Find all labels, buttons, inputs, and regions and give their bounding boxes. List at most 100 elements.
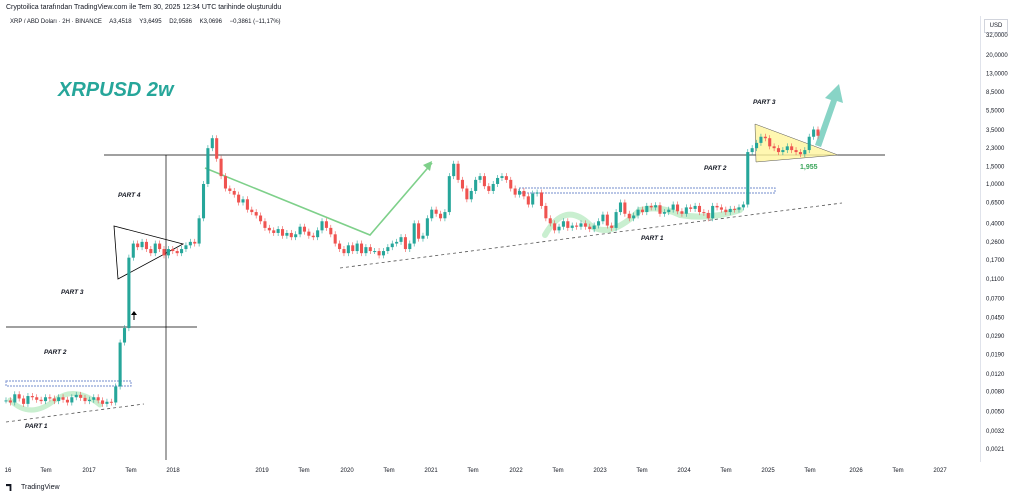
x-tick-label: 2024 xyxy=(677,468,691,474)
candle-body xyxy=(737,207,741,210)
candle-body xyxy=(320,221,324,231)
candle-body xyxy=(553,223,557,231)
candle-body xyxy=(48,397,52,399)
candle-body xyxy=(601,214,605,222)
candle-body xyxy=(228,188,232,191)
y-tick-label: 0,2600 xyxy=(986,240,1005,246)
candle-body xyxy=(254,212,258,216)
candle-body xyxy=(689,207,693,209)
candle-body xyxy=(193,241,197,244)
candle-body xyxy=(302,226,307,232)
candle-body xyxy=(131,243,135,258)
candle-body xyxy=(92,397,96,400)
candle-body xyxy=(219,158,223,177)
candle-body xyxy=(101,400,105,404)
candle-body xyxy=(504,176,508,180)
part-label: PART 3 xyxy=(61,289,84,296)
candle-body xyxy=(79,394,83,398)
candle-body xyxy=(206,148,210,184)
candle-body xyxy=(640,209,644,213)
candle-body xyxy=(390,243,394,248)
y-tick-label: 0,4000 xyxy=(986,221,1005,227)
candle-body xyxy=(171,249,175,252)
price-axis-border xyxy=(980,16,981,462)
ohlc-open: A3,4518 xyxy=(109,19,132,25)
candle-body xyxy=(684,207,688,214)
blue-channel-left xyxy=(5,380,132,387)
candle-body xyxy=(197,218,201,244)
candle-body xyxy=(614,212,618,228)
candle-body xyxy=(17,394,21,399)
candle-body xyxy=(557,226,561,231)
target-arrow xyxy=(815,84,843,147)
candle-body xyxy=(215,138,219,159)
candle-body xyxy=(719,207,723,210)
candle-body xyxy=(465,188,469,200)
candle-body xyxy=(8,400,12,403)
brand-name: TradingView xyxy=(21,484,60,491)
candle-body xyxy=(680,211,684,214)
candle-body xyxy=(175,251,179,254)
x-tick-label: Tem xyxy=(636,468,647,474)
candle-body xyxy=(87,399,91,402)
y-tick-label: 0,0032 xyxy=(986,429,1005,435)
symbol-name[interactable]: XRP / ABD Doları · 2H · BINANCE xyxy=(10,19,102,25)
candle-body xyxy=(232,190,236,195)
candle-body xyxy=(280,229,285,236)
candle-body xyxy=(763,136,767,139)
candle-body xyxy=(136,243,140,248)
y-tick-label: 20,0000 xyxy=(986,53,1008,59)
x-tick-label: Tem xyxy=(804,468,815,474)
trend-line-left xyxy=(5,403,145,423)
cup-shape-right xyxy=(542,205,743,238)
x-tick-label: Tem xyxy=(125,468,136,474)
tradingview-logo[interactable]: TradingView xyxy=(6,484,60,491)
candle-body xyxy=(342,249,346,254)
candle-body xyxy=(149,249,153,254)
triangle-part4 xyxy=(113,225,185,280)
candle-body xyxy=(759,136,763,143)
candle-body xyxy=(781,150,785,153)
candle-body xyxy=(706,212,710,219)
candle-body xyxy=(307,231,311,236)
candle-body xyxy=(127,257,131,329)
y-tick-label: 0,6500 xyxy=(986,200,1005,206)
candle-body xyxy=(539,192,544,206)
x-tick-label: 2025 xyxy=(761,468,775,474)
candle-body xyxy=(259,215,263,222)
candle-body xyxy=(715,205,719,208)
candle-body xyxy=(298,226,302,235)
part-label: PART 2 xyxy=(704,165,727,172)
part-label: PART 2 xyxy=(44,349,67,356)
candle-body xyxy=(474,179,478,191)
candle-body xyxy=(671,204,675,210)
candle-body xyxy=(96,397,100,401)
candle-body xyxy=(702,212,706,214)
candle-body xyxy=(430,209,434,219)
candle-body xyxy=(237,194,241,203)
candle-body xyxy=(482,176,486,187)
currency-badge[interactable]: USD xyxy=(984,19,1008,33)
candle-body xyxy=(421,235,425,239)
candle-body xyxy=(408,243,412,250)
candle-body xyxy=(285,232,289,236)
ohlc-high: Y3,6495 xyxy=(139,19,162,25)
candle-body xyxy=(399,237,403,242)
candle-body xyxy=(452,163,456,177)
candle-body xyxy=(188,241,192,246)
candle-body xyxy=(460,179,465,189)
candle-body xyxy=(83,397,87,402)
candle-body xyxy=(711,205,715,219)
candle-body xyxy=(381,251,386,256)
candle-body xyxy=(667,209,671,213)
candle-body xyxy=(513,188,517,195)
x-tick-label: Tem xyxy=(467,468,478,474)
candle-body xyxy=(412,223,416,244)
candle-body xyxy=(807,136,811,151)
candle-body xyxy=(645,205,649,213)
candle-body xyxy=(469,190,473,200)
candle-body xyxy=(250,209,254,213)
candle-body xyxy=(776,148,781,153)
candle-body xyxy=(755,142,759,149)
